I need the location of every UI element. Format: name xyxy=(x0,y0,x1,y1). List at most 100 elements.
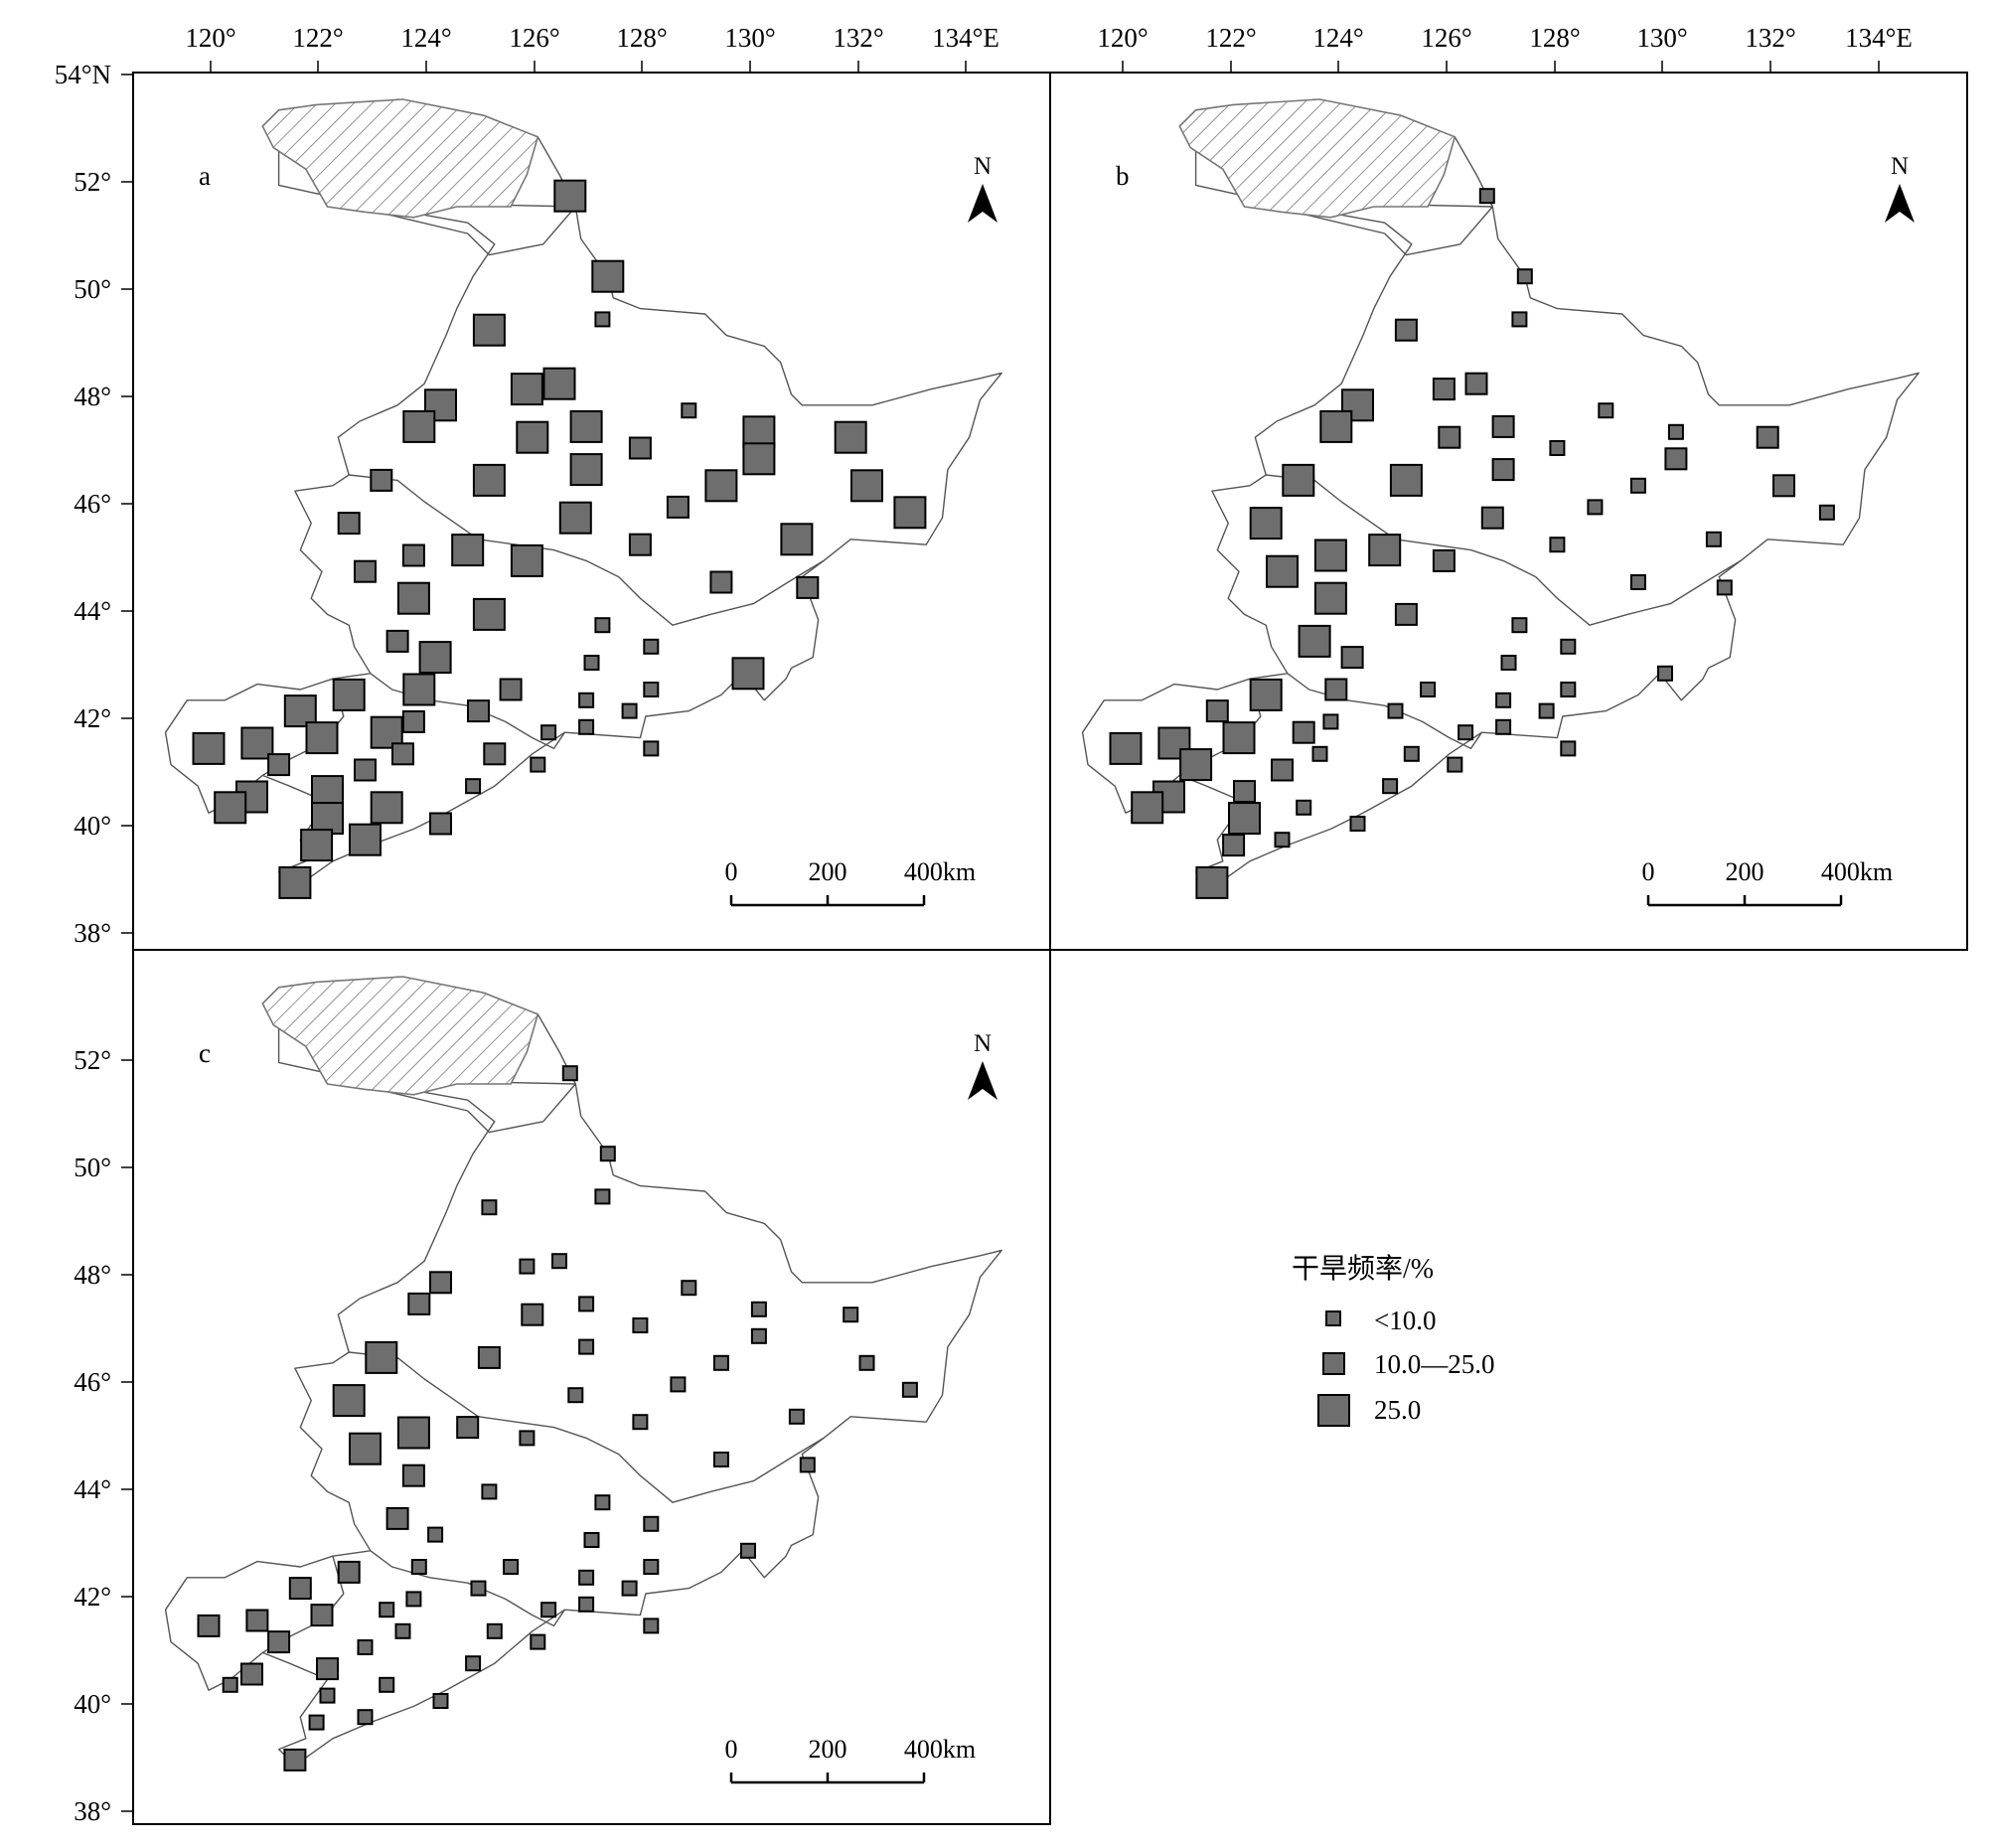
lat-label: 44° xyxy=(74,1474,111,1504)
scale-label: 0 xyxy=(725,857,738,886)
station-marker xyxy=(551,1253,567,1270)
station-marker xyxy=(893,496,927,530)
station-marker xyxy=(1549,537,1566,553)
station-marker xyxy=(332,678,366,711)
station-marker xyxy=(594,311,611,328)
lat-label: 52° xyxy=(74,167,111,197)
station-marker xyxy=(1420,682,1437,697)
station-marker xyxy=(1432,548,1456,572)
lon-label: 120° xyxy=(1097,23,1148,53)
lat-label: 46° xyxy=(74,1367,111,1397)
station-marker xyxy=(540,1602,557,1618)
station-marker xyxy=(1382,778,1399,795)
station-marker xyxy=(499,678,523,701)
station-marker xyxy=(1324,678,1348,701)
station-marker xyxy=(578,718,595,735)
lat-label: 38° xyxy=(74,918,111,948)
station-marker xyxy=(1772,474,1795,498)
station-marker xyxy=(1629,574,1646,590)
station-marker xyxy=(1657,665,1673,682)
station-marker xyxy=(670,1376,687,1393)
station-marker xyxy=(222,1676,238,1693)
station-marker xyxy=(1222,834,1246,857)
station-marker xyxy=(1266,554,1299,588)
panel-b-frame xyxy=(1049,72,1968,951)
station-marker xyxy=(558,501,592,535)
station-marker xyxy=(1298,624,1331,658)
station-marker xyxy=(1464,372,1488,395)
station-marker xyxy=(1495,692,1512,708)
top-lon-labels: 120° 122° 124° 126° 128° 130° 132° 134°E… xyxy=(185,23,1913,53)
station-marker xyxy=(628,533,652,556)
lat-labels-bottom: 52° 50° 48° 46° 44° 42° 40° 38° xyxy=(74,1045,111,1826)
station-marker xyxy=(594,1188,611,1205)
station-marker xyxy=(709,570,733,594)
panel-label: b xyxy=(1116,161,1130,191)
station-marker xyxy=(1249,507,1283,540)
north-arrow-icon xyxy=(968,184,998,223)
station-marker xyxy=(1340,646,1364,670)
station-marker xyxy=(834,420,867,454)
hatched-area xyxy=(261,976,539,1096)
station-marker xyxy=(410,1559,427,1575)
station-marker xyxy=(567,1387,584,1404)
station-marker xyxy=(402,673,436,706)
station-marker xyxy=(405,1591,422,1608)
station-marker xyxy=(396,581,430,615)
station-marker xyxy=(1322,713,1339,730)
panels-layer: a N 0 200 400km b N 0 200 400km c N 0 200 400km xyxy=(164,98,1919,1784)
lon-label: 120° xyxy=(185,23,235,53)
station-marker xyxy=(628,436,652,460)
station-marker xyxy=(1560,682,1577,697)
station-marker xyxy=(1818,504,1835,521)
station-marker xyxy=(311,775,344,809)
station-marker xyxy=(561,1065,578,1082)
province-boundary xyxy=(1287,673,1482,750)
station-marker xyxy=(407,1292,431,1315)
station-marker xyxy=(465,778,482,795)
station-marker xyxy=(1271,758,1294,782)
station-marker xyxy=(1756,425,1779,449)
station-marker xyxy=(481,1483,498,1500)
lat-label: 42° xyxy=(74,703,111,733)
station-marker xyxy=(1368,534,1402,567)
north-arrow-icon xyxy=(1885,184,1915,223)
station-marker xyxy=(401,709,425,733)
station-marker xyxy=(578,1338,595,1355)
station-marker xyxy=(796,575,820,599)
station-marker xyxy=(283,694,317,728)
station-marker xyxy=(643,682,660,697)
station-marker xyxy=(486,1622,503,1639)
lat-label: 48° xyxy=(74,1260,111,1290)
station-marker xyxy=(349,823,382,856)
station-marker xyxy=(267,753,291,777)
station-marker xyxy=(1349,816,1366,832)
station-marker xyxy=(385,1506,409,1530)
station-marker xyxy=(578,692,595,708)
station-marker xyxy=(1447,756,1463,773)
lat-label: 54°N xyxy=(55,60,111,89)
station-marker xyxy=(1495,718,1512,735)
station-marker xyxy=(1511,311,1528,328)
lon-label: 130° xyxy=(1636,23,1687,53)
lon-label: 124° xyxy=(400,23,451,53)
station-marker xyxy=(394,1622,411,1639)
station-marker xyxy=(632,1317,649,1333)
province-boundary xyxy=(349,1351,825,1503)
station-marker xyxy=(519,1430,536,1447)
lat-label: 52° xyxy=(74,1045,111,1075)
station-marker xyxy=(319,1687,336,1704)
hatched-area xyxy=(261,98,539,219)
station-marker xyxy=(305,721,339,755)
station-marker xyxy=(583,655,600,671)
station-marker xyxy=(1480,506,1504,530)
station-marker xyxy=(578,1596,595,1613)
station-marker xyxy=(681,1280,697,1297)
station-marker xyxy=(1394,602,1418,626)
station-marker xyxy=(379,1676,395,1693)
lon-label: 124° xyxy=(1312,23,1363,53)
station-marker xyxy=(1538,702,1555,719)
station-marker xyxy=(310,1604,334,1627)
station-marker xyxy=(1311,745,1328,762)
station-marker xyxy=(1228,802,1261,836)
